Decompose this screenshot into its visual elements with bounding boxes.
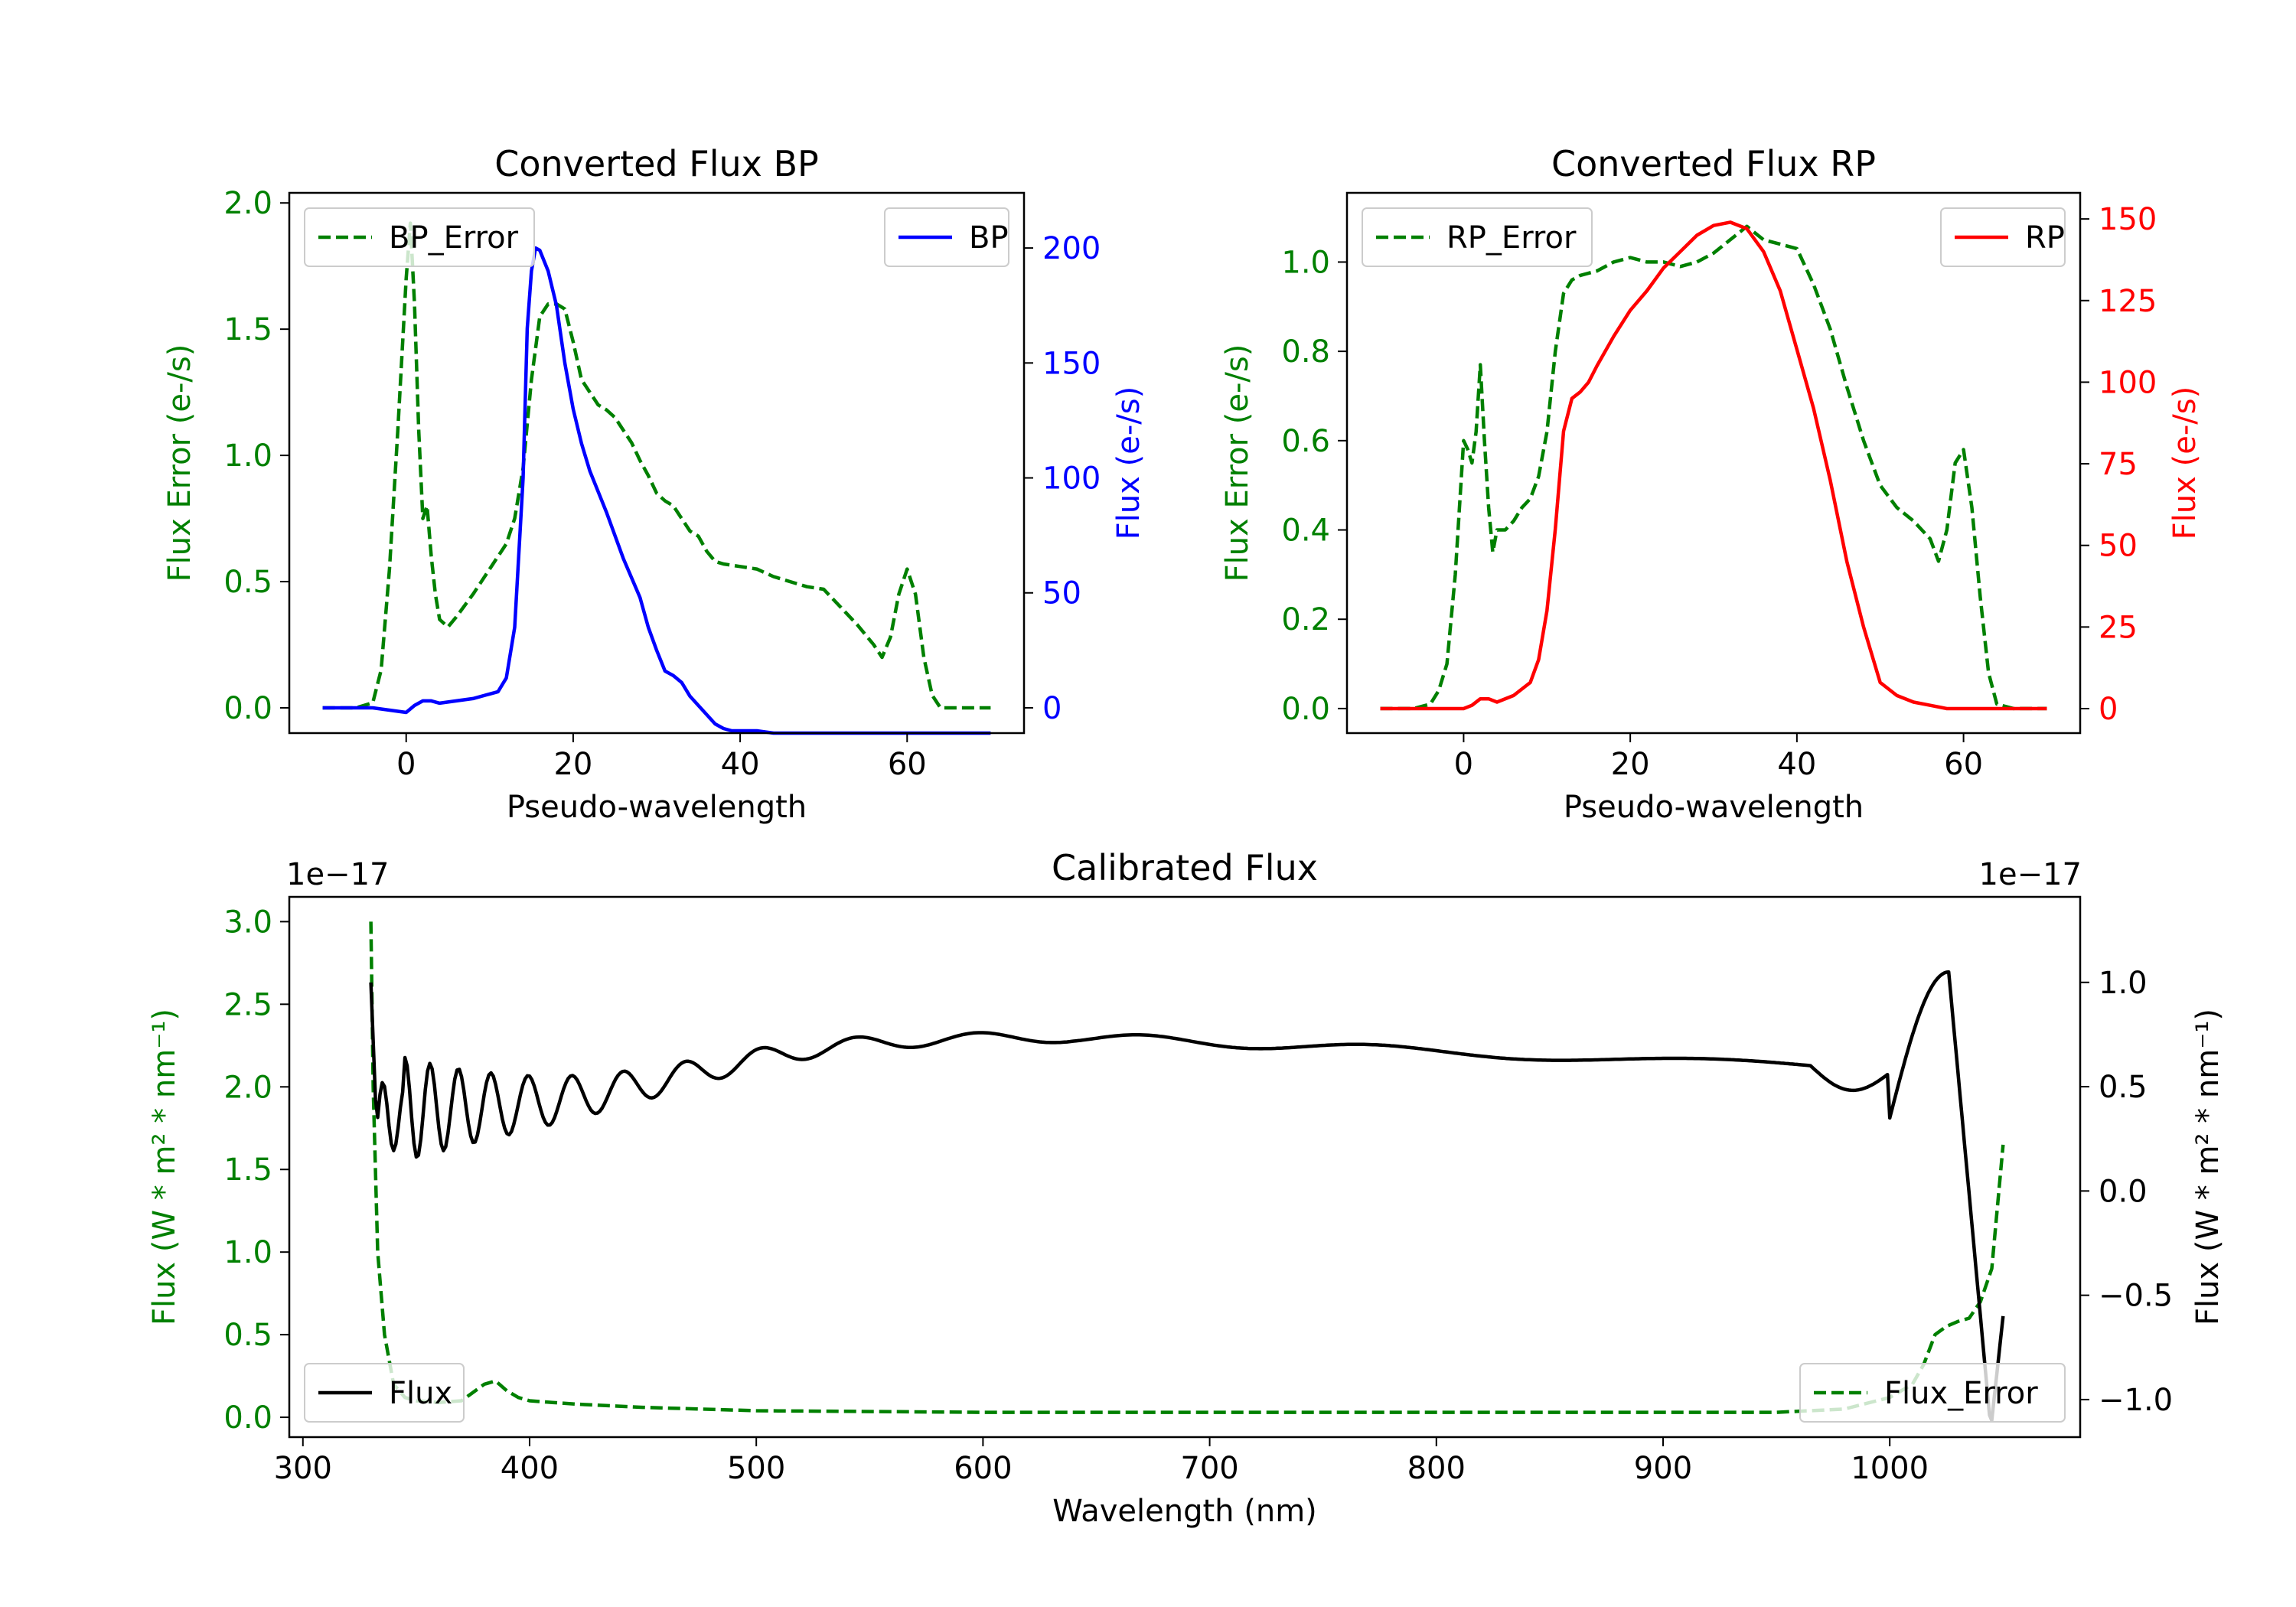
legend-label: Flux <box>389 1376 452 1411</box>
rp-y-left-label: Flux Error (e-/s) <box>1220 344 1255 582</box>
rp-y-left-tick-label: 0.4 <box>1281 513 1330 549</box>
rp-y-right-tick-label: 0 <box>2099 692 2118 727</box>
bp-y-right-label: Flux (e-/s) <box>1111 386 1146 539</box>
cal-x-tick-label: 700 <box>1180 1451 1238 1486</box>
legend-box <box>1799 1363 2066 1423</box>
rp-x-label: Pseudo-wavelength <box>1564 790 1864 825</box>
rp-x-tick-label: 60 <box>1944 747 1983 782</box>
legend-label: RP_Error <box>1446 220 1577 256</box>
legend-label: BP <box>969 220 1009 256</box>
cal-x-tick-label: 1000 <box>1851 1451 1929 1486</box>
legend-box <box>304 207 535 267</box>
calibrated-panel: 300 400 500 600 700 800 900 1000 0.0 0.5 1.0 1.5 2.0… <box>147 847 2226 1529</box>
rp-series-rp-error <box>1380 224 2047 711</box>
cal-y-right-tick-label: 0.0 <box>2099 1174 2148 1209</box>
legend-label: RP <box>2025 220 2065 256</box>
bp-x-tick-label: 20 <box>553 747 592 782</box>
rp-y-right-tick-label: 25 <box>2099 610 2138 645</box>
rp-legend-rp: RP <box>1940 207 2066 267</box>
legend-box <box>1362 207 1593 267</box>
bp-x-tick-label: 40 <box>721 747 760 782</box>
bp-plot-frame <box>288 191 1026 735</box>
rp-y-right-tick-label: 50 <box>2099 529 2138 564</box>
rp-y-left-tick-label: 0.2 <box>1281 602 1330 637</box>
bp-y-left-tick-label: 0.5 <box>223 565 272 600</box>
cal-y-left-tick-label: 1.0 <box>223 1235 272 1270</box>
legend-label: Flux_Error <box>1884 1376 2038 1411</box>
cal-series-flux <box>369 970 2005 1423</box>
rp-plot-frame <box>1345 191 2082 735</box>
bp-title: Converted Flux BP <box>494 143 819 184</box>
cal-y-left-tick-label: 1.5 <box>223 1152 272 1188</box>
rp-x-tick-label: 0 <box>1454 747 1473 782</box>
rp-y-right-tick-label: 100 <box>2099 365 2157 400</box>
bp-y-left-tick-label: 1.5 <box>223 312 272 347</box>
bp-panel: 0 20 40 60 0.0 0.5 1.0 1.5 2.0 0 50 100 150 200 Conver… <box>162 143 1146 825</box>
cal-title: Calibrated Flux <box>1052 847 1318 888</box>
cal-y-right-tick-label: 0.5 <box>2099 1070 2148 1105</box>
rp-legend-rp-error: RP_Error <box>1362 207 1593 267</box>
rp-x-tick-label: 40 <box>1777 747 1816 782</box>
rp-y-left-tick-label: 0.6 <box>1281 424 1330 459</box>
cal-y-left-label: Flux (W * m² * nm⁻¹) <box>147 1009 182 1325</box>
cal-offset-right: 1e−17 <box>1979 857 2082 892</box>
cal-y-left-tick-label: 2.5 <box>223 987 272 1022</box>
cal-x-tick-label: 600 <box>954 1451 1012 1486</box>
legend-box <box>304 1363 465 1423</box>
bp-x-tick-label: 0 <box>396 747 416 782</box>
bp-y-left-label: Flux Error (e-/s) <box>162 344 197 582</box>
cal-y-left-tick-label: 0.5 <box>223 1318 272 1353</box>
rp-y-right-label: Flux (e-/s) <box>2167 386 2203 539</box>
cal-y-right-tick-label: −0.5 <box>2099 1279 2173 1314</box>
cal-x-tick-label: 500 <box>727 1451 785 1486</box>
bp-y-right-tick-label: 0 <box>1042 691 1062 726</box>
cal-y-right-label: Flux (W * m² * nm⁻¹) <box>2190 1009 2226 1325</box>
cal-y-right-tick-label: 1.0 <box>2099 966 2148 1001</box>
cal-y-right-tick-label: −1.0 <box>2099 1383 2173 1418</box>
bp-y-right-tick-label: 200 <box>1042 231 1101 266</box>
cal-x-tick-label: 300 <box>274 1451 332 1486</box>
cal-y-left-tick-label: 3.0 <box>223 905 272 940</box>
rp-series-rp <box>1380 220 2047 711</box>
cal-x-tick-label: 400 <box>501 1451 559 1486</box>
rp-y-left-tick-label: 0.8 <box>1281 334 1330 370</box>
cal-x-label: Wavelength (nm) <box>1052 1494 1317 1529</box>
rp-y-left-tick-label: 0.0 <box>1281 692 1330 727</box>
rp-title: Converted Flux RP <box>1551 143 1876 184</box>
cal-y-left-tick-label: 2.0 <box>223 1070 272 1105</box>
cal-legend-flux-error: Flux_Error <box>1799 1363 2066 1423</box>
cal-legend-flux: Flux <box>304 1363 465 1423</box>
bp-series-bp-error <box>322 221 991 710</box>
bp-y-left-tick-label: 2.0 <box>223 186 272 221</box>
bp-y-left-tick-label: 0.0 <box>223 691 272 726</box>
cal-offset-left: 1e−17 <box>286 857 389 892</box>
bp-legend-bp: BP <box>884 207 1009 267</box>
rp-x-tick-label: 20 <box>1611 747 1650 782</box>
cal-x-tick-label: 800 <box>1407 1451 1466 1486</box>
bp-y-right-tick-label: 150 <box>1042 346 1101 381</box>
bp-y-right-tick-label: 50 <box>1042 576 1081 611</box>
rp-y-left-tick-label: 1.0 <box>1281 245 1330 280</box>
bp-legend-bp-error: BP_Error <box>304 207 535 267</box>
rp-y-right-tick-label: 125 <box>2099 284 2157 319</box>
bp-y-right-tick-label: 100 <box>1042 461 1101 497</box>
legend-label: BP_Error <box>389 220 519 256</box>
bp-x-label: Pseudo-wavelength <box>507 790 807 825</box>
rp-y-right-tick-label: 150 <box>2099 202 2157 237</box>
cal-plot-frame <box>288 895 2082 1439</box>
rp-panel: 0 20 40 60 0.0 0.2 0.4 0.6 0.8 1.0 0 25 50 75 100 125 15… <box>1220 143 2203 825</box>
bp-y-left-tick-label: 1.0 <box>223 438 272 474</box>
cal-x-tick-label: 900 <box>1634 1451 1692 1486</box>
cal-y-left-tick-label: 0.0 <box>223 1400 272 1436</box>
bp-x-tick-label: 60 <box>888 747 927 782</box>
rp-y-right-tick-label: 75 <box>2099 447 2138 482</box>
